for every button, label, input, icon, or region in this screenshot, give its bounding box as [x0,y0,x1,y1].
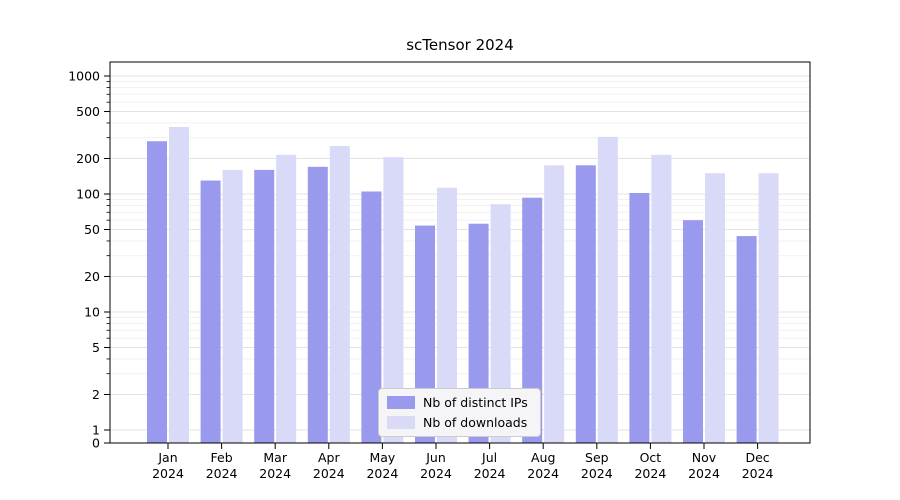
x-tick-label-year: 2024 [259,466,291,481]
x-tick-label-year: 2024 [474,466,506,481]
x-tick-label-month: Sep [585,450,609,465]
legend-swatch-distinct-ips [387,396,415,409]
x-tick-label-year: 2024 [420,466,452,481]
bar-downloads-Apr [329,146,350,443]
bar-downloads-May [383,157,404,443]
x-tick-label-month: Nov [692,450,717,465]
y-tick-label: 50 [84,222,100,237]
bar-distinct-ips-Sep [575,165,596,443]
y-tick-label: 0 [92,436,100,451]
x-tick-label-month: Feb [211,450,233,465]
x-tick-label-month: Jan [157,450,177,465]
x-tick-label-month: Mar [263,450,287,465]
legend: Nb of distinct IPs Nb of downloads [378,388,541,437]
bar-distinct-ips-Aug [522,197,543,443]
x-tick-label-month: Dec [745,450,769,465]
bar-downloads-Dec [758,173,779,443]
bar-downloads-Jan [169,126,189,443]
x-tick-label-year: 2024 [527,466,559,481]
bar-downloads-Nov [705,173,725,443]
x-tick-label-year: 2024 [634,466,666,481]
x-tick-label-month: May [369,450,395,465]
bar-distinct-ips-Oct [629,192,650,443]
x-tick-label-month: Jun [425,450,446,465]
bar-distinct-ips-Mar [254,169,275,443]
y-tick-label: 1000 [68,69,100,84]
legend-label-downloads: Nb of downloads [423,415,528,430]
y-tick-label: 100 [76,187,100,202]
y-tick-label: 1 [92,423,100,438]
y-tick-label: 200 [76,151,100,166]
x-tick-label-month: Aug [531,450,555,465]
bar-downloads-Sep [597,136,618,444]
axis-frame [109,61,811,444]
legend-swatch-downloads [387,416,415,429]
x-tick-label-year: 2024 [581,466,613,481]
bar-downloads-Oct [651,154,672,443]
x-axis-labels: Jan2024Feb2024Mar2024Apr2024May2024Jun20… [152,443,774,481]
y-tick-label: 5 [92,340,100,355]
x-tick-label-month: Jul [481,450,497,465]
bar-distinct-ips-Feb [200,180,221,443]
bar-distinct-ips-May [361,191,382,443]
x-tick-label-year: 2024 [152,466,184,481]
x-tick-label-month: Oct [640,450,662,465]
x-tick-label-year: 2024 [206,466,238,481]
y-axis-labels: 01 2 5 10 20 50 100 200 500 1000 [68,69,110,451]
bar-distinct-ips-Jan [147,141,167,443]
bar-downloads-Aug [544,165,565,443]
x-tick-label-month: Apr [318,450,340,465]
x-tick-label-year: 2024 [742,466,774,481]
legend-item-distinct-ips: Nb of distinct IPs [387,395,528,410]
bar-distinct-ips-Dec [736,236,757,443]
legend-item-downloads: Nb of downloads [387,415,528,430]
bar-distinct-ips-Nov [683,220,703,443]
bar-downloads-Jun [437,187,457,443]
y-tick-label: 10 [84,305,100,320]
chart-title: scTensor 2024 [406,36,514,54]
x-tick-label-year: 2024 [366,466,398,481]
bar-downloads-Feb [222,169,243,443]
bar-downloads-Jul [490,204,511,443]
legend-label-distinct-ips: Nb of distinct IPs [423,395,528,410]
x-tick-label-year: 2024 [313,466,345,481]
bar-downloads-Mar [276,154,297,443]
bar-distinct-ips-Apr [307,166,328,444]
x-tick-label-year: 2024 [688,466,720,481]
y-tick-label: 20 [84,269,100,284]
y-tick-label: 2 [92,387,100,402]
y-tick-label: 500 [76,104,100,119]
